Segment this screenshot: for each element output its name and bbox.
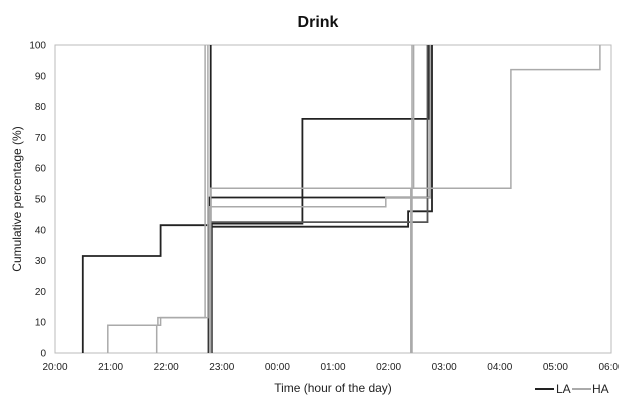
x-tick-label: 03:00: [432, 362, 457, 373]
y-tick-label: 80: [35, 102, 47, 113]
plot-area: [54, 44, 612, 354]
x-axis-ticks: 20:00 21:00 22:00 23:00 00:00 01:00 02:00 03:00…: [42, 362, 619, 373]
y-tick-label: 60: [35, 164, 47, 175]
x-tick-label: 05:00: [543, 362, 568, 373]
y-tick-label: 40: [35, 225, 47, 236]
x-tick-label: 00:00: [265, 362, 290, 373]
y-tick-label: 10: [35, 318, 47, 329]
y-axis-ticks: 0 10 20 30 40 50 60 70 80 90 100: [29, 41, 46, 360]
y-tick-label: 20: [35, 287, 47, 298]
series-line-ha-9: [410, 45, 601, 353]
y-tick-label: 50: [35, 195, 47, 206]
plot-frame: [54, 44, 612, 354]
series-line-ha-5: [107, 45, 209, 353]
legend-label-la: LA: [556, 382, 571, 396]
x-axis-label: Time (hour of the day): [274, 381, 392, 395]
y-tick-label: 100: [29, 41, 46, 52]
x-tick-label: 02:00: [376, 362, 401, 373]
series-line-la-4: [209, 45, 429, 353]
chart-title: Drink: [298, 14, 339, 31]
series-line-la-3: [207, 45, 433, 353]
x-tick-label: 01:00: [320, 362, 345, 373]
legend-label-ha: HA: [592, 382, 609, 396]
y-tick-label: 30: [35, 256, 47, 267]
x-tick-label: 23:00: [209, 362, 234, 373]
series-line-ha-7: [208, 45, 432, 353]
y-tick-label: 70: [35, 133, 47, 144]
series-line-la-0: [81, 45, 212, 353]
x-tick-label: 21:00: [98, 362, 123, 373]
series-line-la-2: [210, 45, 430, 353]
legend: LA HA: [535, 382, 609, 396]
y-tick-label: 90: [35, 71, 47, 82]
x-tick-label: 22:00: [154, 362, 179, 373]
y-tick-label: 0: [40, 349, 46, 360]
x-tick-label: 20:00: [42, 362, 67, 373]
series-line-la-1: [208, 45, 432, 353]
series-line-ha-6: [209, 45, 415, 353]
x-tick-label: 04:00: [487, 362, 512, 373]
x-tick-label: 06:00: [598, 362, 619, 373]
series-line-ha-10: [155, 45, 206, 353]
y-axis-label: Cumulative percentage (%): [10, 126, 24, 271]
series-layer: [81, 45, 601, 353]
